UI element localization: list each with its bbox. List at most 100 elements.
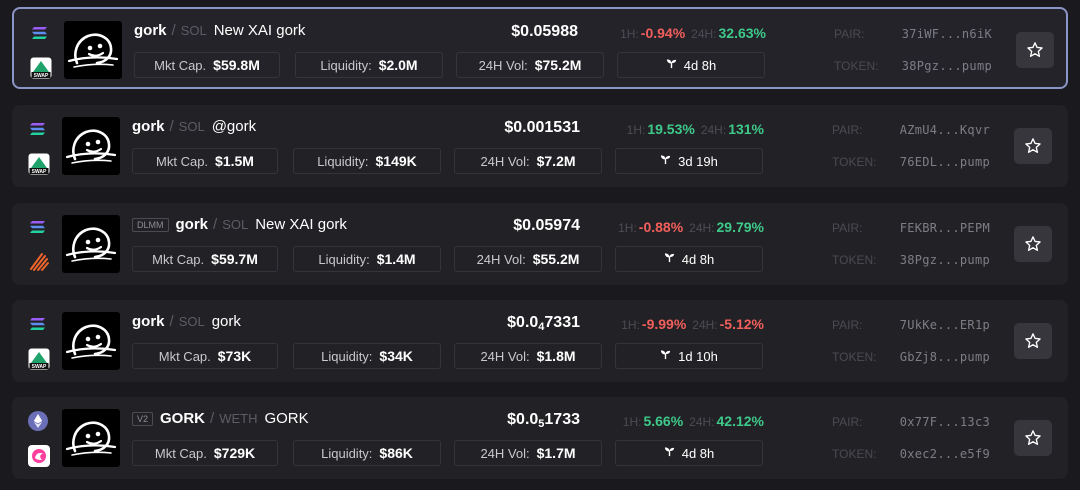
h24-change: 131% (728, 121, 764, 137)
h24-change: 29.79% (716, 219, 764, 235)
volume-label: 24H Vol: (480, 348, 530, 364)
liquidity-value: $149K (375, 153, 417, 169)
h1-label: 1H: (621, 318, 640, 332)
token-address[interactable]: 76EDL...pump (899, 155, 990, 169)
pair-address[interactable]: AZmU4...Kqvr (899, 123, 990, 137)
star-icon (1025, 236, 1041, 251)
favorite-button[interactable] (1016, 32, 1054, 68)
ethereum-chain-icon (28, 411, 48, 431)
price-zero-count: 5 (538, 418, 545, 430)
volume-box: 24H Vol: $1.8M (454, 343, 602, 369)
pair-age-box: 4d 8h (617, 52, 765, 78)
pair-label: PAIR: (832, 415, 863, 429)
raydium-swap-dex-icon: SWAP (28, 153, 50, 175)
pair-label: PAIR: (832, 318, 863, 332)
pair-title[interactable]: gork / SOL gork (132, 313, 241, 330)
token-address-row[interactable]: TOKEN: 38Pgz...pump (834, 59, 992, 73)
slash-separator: / (169, 313, 174, 330)
favorite-button[interactable] (1014, 128, 1052, 164)
token-symbol: gork (134, 22, 167, 39)
pair-label: PAIR: (832, 221, 863, 235)
pair-age: 4d 8h (683, 57, 717, 73)
volume-label: 24H Vol: (476, 251, 526, 267)
pair-address[interactable]: 7UkKe...ER1p (899, 318, 990, 332)
pair-title[interactable]: gork / SOL New XAI gork (134, 22, 305, 39)
market-cap-value: $59.7M (211, 251, 258, 267)
pair-address[interactable]: 0x77F...13c3 (899, 415, 990, 429)
pair-age-box: 4d 8h (615, 246, 763, 272)
token-label: TOKEN: (832, 350, 877, 364)
pair-age: 1d 10h (678, 348, 718, 364)
token-address[interactable]: 0xec2...e5f9 (899, 447, 990, 461)
token-address-row[interactable]: TOKEN: GbZj8...pump (832, 350, 990, 364)
star-icon (1025, 333, 1041, 348)
token-address[interactable]: 38Pgz...pump (899, 253, 990, 267)
pool-type-tag: V2 (132, 411, 154, 426)
pair-address-row[interactable]: PAIR: 37iWF...n6iK (834, 27, 992, 41)
token-avatar[interactable] (64, 21, 122, 79)
h1-change: -0.94% (640, 25, 686, 41)
pair-card[interactable]: SWAP gork / SOL @gork $0.001531 1H: 19.53… (12, 105, 1068, 187)
token-address[interactable]: GbZj8...pump (899, 350, 990, 364)
meteora-dex-icon (28, 251, 50, 273)
pair-title[interactable]: DLMM gork / SOL New XAI gork (132, 216, 347, 233)
base-token: SOL (178, 314, 205, 329)
h1-change: -0.88% (638, 219, 684, 235)
h1-change: -9.99% (641, 316, 687, 332)
price: $0.05988 (511, 23, 578, 41)
token-address[interactable]: 38Pgz...pump (901, 59, 992, 73)
favorite-button[interactable] (1014, 420, 1052, 456)
market-cap-label: Mkt Cap. (158, 348, 211, 364)
token-address-row[interactable]: TOKEN: 76EDL...pump (832, 155, 990, 169)
pair-address[interactable]: FEKBR...PEPM (899, 221, 990, 235)
token-avatar[interactable] (62, 409, 120, 467)
price-significant: 1733 (544, 411, 580, 428)
pair-address[interactable]: 37iWF...n6iK (901, 27, 992, 41)
price-prefix: $0.0 (507, 411, 539, 428)
volume-label: 24H Vol: (480, 153, 530, 169)
liquidity-box: Liquidity: $2.0M (295, 52, 443, 78)
base-token: SOL (180, 23, 207, 38)
h24-change: -5.12% (719, 316, 764, 332)
sprout-icon (664, 446, 675, 460)
h1-label: 1H: (626, 123, 646, 137)
pair-card[interactable]: SWAP gork / SOL New XAI gork $0.05988 1H… (12, 7, 1068, 89)
pair-address-row[interactable]: PAIR: 7UkKe...ER1p (832, 318, 990, 332)
price-changes: 1H: -0.88% 24H: 29.79% (592, 219, 764, 235)
pair-card[interactable]: V2 GORK / WETH GORK $0.051733 1H: 5.66% 2… (12, 397, 1068, 479)
token-address-row[interactable]: TOKEN: 0xec2...e5f9 (832, 447, 990, 461)
solana-chain-icon (28, 119, 48, 139)
pair-label: PAIR: (834, 27, 865, 41)
market-cap-box: Mkt Cap. $1.5M (132, 148, 278, 174)
pair-address-row[interactable]: PAIR: FEKBR...PEPM (832, 221, 990, 235)
favorite-button[interactable] (1014, 323, 1052, 359)
price-zero-count: 4 (538, 321, 545, 333)
market-cap-value: $729K (213, 445, 256, 461)
pair-title[interactable]: V2 GORK / WETH GORK (132, 410, 309, 427)
volume-value: $75.2M (534, 57, 582, 73)
price-changes: 1H: -0.94% 24H: 32.63% (594, 25, 766, 41)
token-avatar[interactable] (62, 312, 120, 370)
token-avatar[interactable] (62, 215, 120, 273)
star-icon (1027, 42, 1043, 57)
token-address-row[interactable]: TOKEN: 38Pgz...pump (832, 253, 990, 267)
market-cap-value: $59.8M (213, 57, 260, 73)
pair-title[interactable]: gork / SOL @gork (132, 118, 256, 135)
pair-card[interactable]: SWAP gork / SOL gork $0.047331 1H: -9.99%… (12, 300, 1068, 382)
sprout-icon (660, 349, 671, 363)
svg-text:SWAP: SWAP (34, 73, 49, 79)
favorite-button[interactable] (1014, 226, 1052, 262)
base-token: SOL (222, 217, 249, 232)
volume-label: 24H Vol: (480, 445, 530, 461)
pool-type-tag: DLMM (132, 217, 169, 232)
pair-card[interactable]: DLMM gork / SOL New XAI gork $0.05974 1H… (12, 203, 1068, 285)
base-token: WETH (219, 411, 258, 426)
pair-address-row[interactable]: PAIR: AZmU4...Kqvr (832, 123, 990, 137)
market-cap-box: Mkt Cap. $59.7M (132, 246, 278, 272)
price-changes: 1H: 19.53% 24H: 131% (592, 121, 764, 137)
pair-label: PAIR: (832, 123, 863, 137)
raydium-swap-dex-icon: SWAP (28, 348, 50, 370)
token-avatar[interactable] (62, 117, 120, 175)
pair-address-row[interactable]: PAIR: 0x77F...13c3 (832, 415, 990, 429)
price-changes: 1H: 5.66% 24H: 42.12% (592, 413, 764, 429)
